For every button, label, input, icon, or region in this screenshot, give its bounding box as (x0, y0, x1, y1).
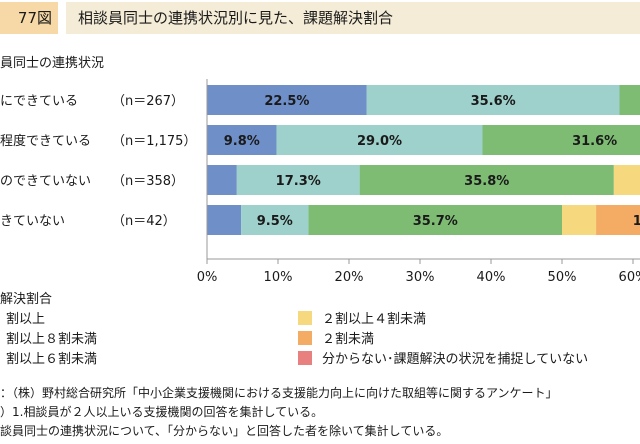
x-tick-label: 60% (619, 270, 640, 285)
legend-label: 割以上 (6, 311, 45, 327)
category-label: にできている (0, 94, 78, 109)
data-label: 29.0% (357, 134, 402, 149)
figure-title: 相談員同士の連携状況別に見た、課題解決割合 (66, 2, 640, 34)
data-label: 17.3% (276, 174, 321, 189)
bar-segment (276, 125, 483, 155)
bar-segment (308, 205, 562, 235)
x-tick-label: 40% (477, 270, 506, 285)
category-label: きていない (0, 214, 65, 229)
x-tick-label: 20% (335, 270, 364, 285)
data-label: 22.5% (264, 94, 309, 109)
sample-size-label: （n＝42） (112, 214, 176, 229)
data-label: 31.6% (572, 134, 617, 149)
legend-label: 割以上６割未満 (6, 351, 97, 367)
category-label: 程度できている (0, 133, 91, 149)
bar-segment (207, 205, 242, 235)
data-label: 9.8% (224, 134, 260, 149)
category-label: のできていない (0, 174, 91, 189)
legend-label: 分からない･課題解決の状況を捕捉していない (322, 351, 588, 367)
bar-segment (207, 85, 367, 115)
note-2: 談員同士の連携状況について、「分からない」と回答した者を除いて集計している。 (0, 424, 449, 438)
bar-segment (236, 165, 360, 195)
legend-label: 割以上８割未満 (6, 331, 97, 347)
legend-title: 解決割合 (0, 292, 53, 307)
bar-segment (207, 165, 237, 195)
data-label: 35.6% (471, 94, 516, 109)
legend-label: ２割未満 (322, 331, 374, 347)
row-axis-title: 員同士の連携状況 (0, 56, 105, 71)
figure-number: 77図 (0, 2, 58, 34)
sample-size-label: （n＝358） (112, 174, 184, 189)
source-note: ：（株）野村総合研究所「中小企業支援機関における支援能力向上に向けた取組等に関す… (0, 386, 558, 400)
legend-swatch (298, 351, 312, 365)
legend-label: ２割以上４割未満 (322, 311, 426, 327)
note-1: ）1.相談員が２人以上いる支援機関の回答を集計している。 (0, 405, 324, 419)
data-label: 16.7% (633, 214, 640, 229)
sample-size-label: （n＝267） (112, 94, 184, 109)
legend-swatch (298, 331, 312, 345)
x-tick-label: 30% (406, 270, 435, 285)
data-label: 35.7% (413, 214, 458, 229)
bar-segment (596, 205, 640, 235)
bar-segment (207, 125, 277, 155)
figure-header: 77図 相談員同士の連携状況別に見た、課題解決割合 (0, 0, 640, 36)
bar-segment (241, 205, 309, 235)
bar-segment (359, 165, 614, 195)
bar-segment (619, 85, 640, 115)
bar-segment (366, 85, 620, 115)
data-label: 9.5% (257, 214, 293, 229)
x-tick-label: 10% (264, 270, 293, 285)
bar-segment (482, 125, 640, 155)
sample-size-label: （n＝1,175） (112, 134, 196, 149)
legend-swatch (298, 311, 312, 325)
x-tick-label: 0% (197, 270, 218, 285)
bar-segment (613, 165, 640, 195)
x-tick-label: 50% (548, 270, 577, 285)
bar-segment (562, 205, 597, 235)
data-label: 35.8% (464, 174, 509, 189)
